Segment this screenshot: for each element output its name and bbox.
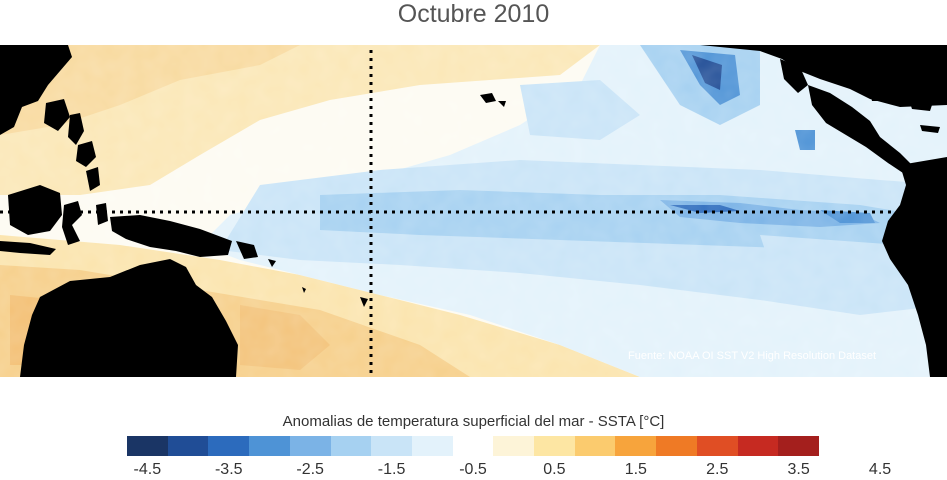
colorbar-cell	[778, 436, 819, 456]
colorbar-cell	[696, 436, 738, 456]
colorbar-title: Anomalias de temperatura superficial del…	[282, 413, 665, 430]
colorbar-tick-label: 3.5	[787, 461, 810, 478]
land-borneo	[8, 185, 62, 235]
colorbar-cell	[249, 436, 290, 456]
colorbar-cell	[330, 436, 372, 456]
colorbar-cell	[208, 436, 250, 456]
colorbar-tick-label: 2.5	[706, 461, 729, 478]
colorbar-tick-label: 4.5	[868, 461, 892, 478]
colorbar-tick-label: -4.5	[133, 461, 162, 478]
colorbar-cell	[452, 436, 494, 456]
colorbar-tick-label: -3.5	[214, 461, 243, 478]
colorbar	[127, 436, 819, 456]
land-central-america	[808, 85, 916, 175]
colorbar-cell	[127, 436, 168, 456]
colorbar-cell	[737, 436, 779, 456]
ssta-map	[0, 45, 947, 377]
colorbar-tick-label: -1.5	[377, 461, 406, 478]
colorbar-cell	[534, 436, 575, 456]
colorbar-tick-label: 0.5	[543, 461, 566, 478]
colorbar-cell	[167, 436, 209, 456]
colorbar-cell	[371, 436, 412, 456]
land-asia	[0, 45, 72, 135]
land-australia	[20, 259, 238, 377]
land-north-america	[700, 45, 947, 107]
colorbar-cell	[493, 436, 535, 456]
colorbar-cell	[411, 436, 453, 456]
colorbar-cell	[615, 436, 657, 456]
colorbar-cell	[574, 436, 616, 456]
colorbar-ticks: -4.5 -3.5 -2.5 -1.5 -0.5 0.5 1.5 2.5 3.5 4.5	[0, 461, 947, 480]
colorbar-tick-label: -2.5	[296, 461, 324, 478]
colorbar-tick-label: 1.5	[624, 461, 647, 478]
colorbar-cell	[656, 436, 697, 456]
land-masses	[0, 45, 947, 377]
land-new-guinea	[110, 215, 232, 257]
colorbar-cell	[289, 436, 331, 456]
map-title: Octubre 2010	[397, 0, 550, 28]
data-source-label: Fuente: NOAA OI SST V2 High Resolution D…	[628, 350, 877, 362]
colorbar-tick-label: -0.5	[459, 461, 487, 478]
